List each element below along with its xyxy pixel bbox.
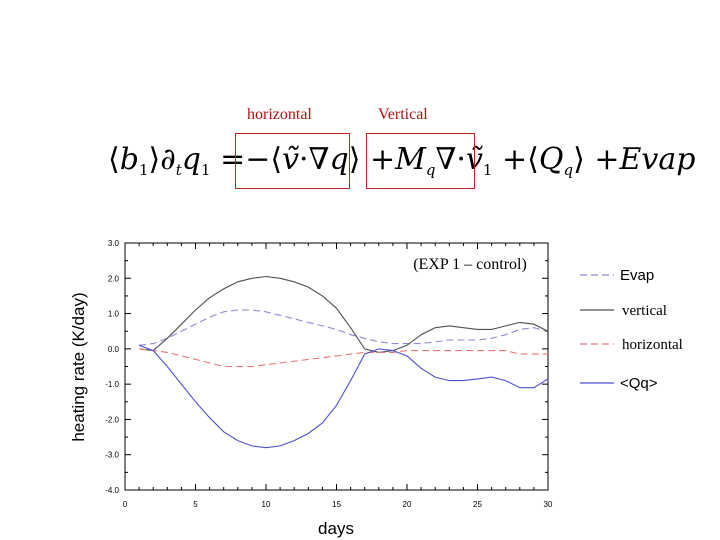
y-tick-label: -3.0 xyxy=(105,451,119,460)
x-axis-label: days xyxy=(318,519,354,538)
label-horizontal: horizontal xyxy=(247,106,312,123)
y-axis-label: heating rate (K/day) xyxy=(69,292,88,441)
x-tick-label: 15 xyxy=(332,500,341,509)
y-tick-label: -4.0 xyxy=(105,486,119,495)
chart-legend: Evap vertical horizontal <Qq> xyxy=(580,267,683,392)
legend-label-2: horizontal xyxy=(622,337,683,353)
series-line-0 xyxy=(139,309,549,346)
y-tick-label: -1.0 xyxy=(105,380,119,389)
legend-label-0: Evap xyxy=(620,267,654,284)
x-tick-label: 10 xyxy=(262,500,271,509)
x-tick-label: 5 xyxy=(193,500,198,509)
horizontal-term-box xyxy=(235,133,350,189)
label-vertical: Vertical xyxy=(378,106,428,123)
x-tick-label: 25 xyxy=(473,500,482,509)
series-line-1 xyxy=(139,275,549,353)
y-tick-label: 3.0 xyxy=(108,239,120,248)
plot-frame xyxy=(124,242,549,491)
y-tick-label: 1.0 xyxy=(108,310,120,319)
chart-axes: 0 5 10 15 20 25 30 -4.0 -3.0 -2.0 -1.0 0.0 1.0 2.0 3.0 xyxy=(105,239,553,509)
chart-lines xyxy=(138,275,549,449)
x-tick-label: 30 xyxy=(544,500,553,509)
y-tick-label: -2.0 xyxy=(105,415,119,424)
y-tick-label: 2.0 xyxy=(108,274,120,283)
x-tick-label: 20 xyxy=(403,500,412,509)
budget-equation: ⟨b1⟩∂tq1 =−⟨ṽ·∇q⟩ +Mq∇·ṽ1 +⟨Qq⟩ +Evap xyxy=(108,142,696,179)
legend-label-1: vertical xyxy=(622,303,667,319)
legend-label-3: <Qq> xyxy=(620,375,658,392)
vertical-term-box xyxy=(366,133,475,189)
y-tick-label: 0.0 xyxy=(108,345,120,354)
series-line-2 xyxy=(139,348,548,368)
x-tick-label: 0 xyxy=(123,500,128,509)
series-line-3 xyxy=(138,344,549,449)
chart-title: (EXP 1 – control) xyxy=(413,256,527,273)
